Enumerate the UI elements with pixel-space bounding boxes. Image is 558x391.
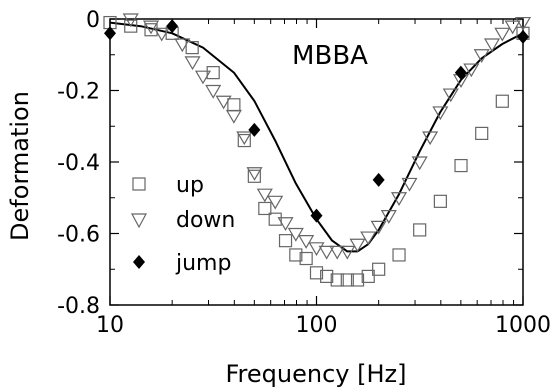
point-down: [401, 177, 418, 192]
point-down: [514, 16, 532, 31]
legend: up down jump: [130, 173, 235, 276]
point-up: [124, 19, 138, 33]
point-up: [247, 169, 261, 183]
point-down: [422, 131, 439, 146]
fit-curve-layer: [109, 21, 524, 253]
point-down: [215, 95, 232, 110]
point-up: [299, 251, 313, 266]
data-points: [103, 13, 532, 287]
point-down: [153, 27, 170, 42]
point-up: [258, 201, 272, 216]
point-up: [309, 266, 324, 280]
point-up: [413, 223, 427, 237]
point-down: [205, 84, 222, 99]
point-up: [454, 158, 468, 173]
point-up: [206, 66, 220, 80]
legend-label-down: down: [176, 208, 235, 233]
legend-marker-jump: [133, 255, 145, 269]
y-tick-label: -0.2: [57, 80, 100, 105]
point-down: [494, 27, 511, 42]
x-tick-label: 10: [96, 313, 124, 338]
x-axis-title: Frequency [Hz]: [226, 360, 407, 388]
point-up: [475, 126, 489, 141]
point-down: [349, 238, 366, 253]
point-down: [194, 70, 212, 85]
point-down: [142, 20, 160, 35]
point-down: [308, 242, 325, 256]
point-jump: [104, 26, 116, 41]
point-down: [122, 13, 139, 28]
point-down: [380, 210, 397, 224]
point-up: [330, 273, 344, 287]
legend-label-jump: jump: [175, 251, 231, 276]
fit-curve: [109, 21, 524, 253]
legend-marker-up: [132, 177, 146, 191]
point-down: [277, 217, 294, 231]
point-up: [392, 248, 406, 262]
point-down: [298, 235, 315, 249]
point-down: [318, 245, 335, 260]
point-down: [339, 245, 356, 260]
point-down: [256, 188, 273, 203]
point-jump: [248, 122, 261, 137]
point-down: [370, 220, 387, 235]
y-tick-label: -0.8: [57, 294, 100, 319]
legend-label-up: up: [176, 173, 204, 198]
point-jump: [454, 65, 467, 80]
point-up: [495, 94, 509, 108]
point-up: [320, 269, 334, 283]
point-down: [473, 49, 490, 63]
x-tick-label: 1000: [495, 313, 551, 338]
y-tick-label: -0.6: [57, 223, 100, 248]
point-up: [340, 273, 354, 287]
point-down: [390, 192, 408, 206]
point-down: [504, 20, 521, 35]
point-down: [432, 106, 449, 121]
legend-marker-down: [130, 213, 148, 229]
point-up: [185, 40, 199, 55]
y-tick-label: 0: [86, 8, 100, 33]
point-up: [237, 133, 251, 148]
point-up: [372, 262, 386, 276]
y-axis-title: Deformation: [6, 91, 34, 241]
point-up: [433, 194, 447, 208]
axis-tick-labels: 10 100 1000 0 -0.2 -0.4 -0.6 -0.8: [57, 8, 551, 338]
point-jump: [166, 19, 179, 34]
point-down: [329, 245, 346, 260]
point-up: [268, 212, 282, 226]
point-up: [144, 23, 158, 37]
y-tick-label: -0.4: [57, 151, 100, 176]
point-jump: [310, 208, 323, 223]
point-down: [360, 231, 377, 246]
point-down: [174, 38, 191, 53]
point-jump: [372, 172, 385, 187]
point-up: [350, 273, 365, 287]
point-down: [287, 227, 304, 242]
point-down: [236, 131, 253, 146]
point-up: [361, 269, 375, 283]
x-tick-label: 100: [296, 313, 338, 338]
point-down: [463, 63, 480, 78]
point-up: [289, 248, 303, 262]
point-down: [411, 156, 428, 171]
point-down: [267, 195, 284, 210]
point-down: [246, 167, 263, 181]
point-down: [184, 56, 201, 71]
chart-annotation: MBBA: [292, 41, 368, 71]
point-down: [225, 109, 242, 124]
point-down: [442, 88, 459, 103]
point-up: [227, 98, 241, 112]
point-down: [483, 38, 501, 53]
point-jump: [517, 29, 529, 44]
point-up: [278, 234, 293, 248]
